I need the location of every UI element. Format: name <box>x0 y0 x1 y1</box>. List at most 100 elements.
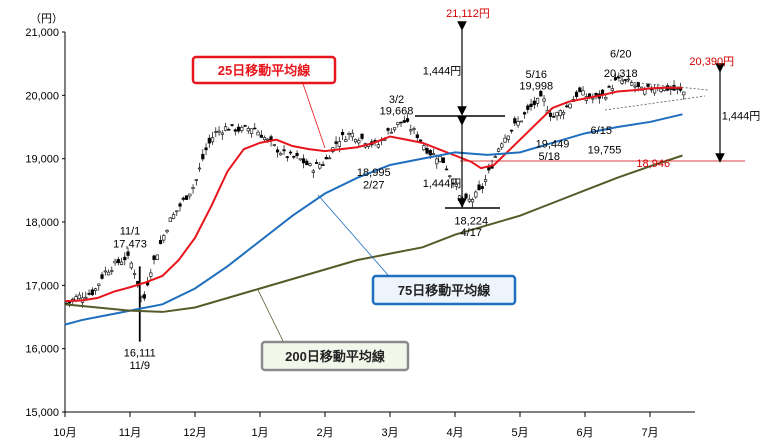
candle-body <box>305 160 309 166</box>
candle-body <box>292 155 296 158</box>
annotation-label: 11/1 <box>120 226 141 238</box>
candle-body <box>116 259 120 264</box>
candle-body <box>295 152 299 157</box>
candle-body <box>275 149 280 153</box>
candle-body <box>204 147 208 151</box>
x-tick-label: 4月 <box>446 427 463 439</box>
candle-body <box>188 193 192 197</box>
candle-body <box>132 273 137 275</box>
candle-body <box>321 164 325 166</box>
candle-body <box>207 137 211 144</box>
candle-body <box>126 251 130 256</box>
candle-body <box>142 294 146 299</box>
candle-body <box>594 92 598 96</box>
candle-body <box>438 156 442 162</box>
candle-body <box>399 121 403 124</box>
candle-body <box>389 131 393 134</box>
candle-body <box>392 127 397 131</box>
candle-body <box>548 112 553 117</box>
candle-body <box>633 85 637 88</box>
candle-body <box>448 175 452 178</box>
y-tick-label: 21,000 <box>25 27 59 39</box>
candle-body <box>376 144 380 148</box>
candle-body <box>682 91 686 96</box>
candle-body <box>425 148 429 154</box>
candle-body <box>266 138 270 141</box>
candle-body <box>574 91 579 97</box>
candle-body <box>487 167 491 171</box>
callout-line-25 <box>299 74 326 149</box>
candle-body <box>555 112 559 117</box>
candle-body <box>318 164 322 169</box>
series-line-0 <box>64 86 683 303</box>
series-line-2 <box>64 154 683 313</box>
candle-body <box>441 157 445 164</box>
candle-body <box>529 103 533 107</box>
candle-body <box>155 254 159 260</box>
annotation-label: 21,112円 <box>446 8 490 20</box>
candle-body <box>610 88 614 91</box>
candle-body <box>337 141 341 147</box>
candle-body <box>285 156 289 158</box>
annotation-label: 1,444円 <box>722 110 761 122</box>
candle-body <box>535 97 540 104</box>
candle-body <box>256 131 260 136</box>
legend-200: 200日移動平均線 <box>260 340 410 372</box>
candle-body <box>110 270 114 272</box>
candle-body <box>509 129 514 132</box>
candle-body <box>149 272 153 277</box>
annotation-label: 11/9 <box>129 360 150 372</box>
annotation-label: 18,224 <box>454 216 488 228</box>
candle-body <box>162 235 166 241</box>
candle-body <box>327 157 332 160</box>
candle-body <box>412 128 416 130</box>
candle-body <box>353 138 358 143</box>
annotation-label: 20,318 <box>604 68 638 80</box>
candle-body <box>129 262 133 269</box>
annotation-label: 5/16 <box>526 69 547 81</box>
candle-body <box>308 163 312 166</box>
candle-body <box>474 191 478 198</box>
candle-body <box>113 260 117 264</box>
candle-body <box>467 198 471 202</box>
annotation-label: 2/27 <box>363 179 384 191</box>
candle-body <box>519 120 523 123</box>
candle-body <box>158 240 163 244</box>
candle-body <box>152 255 156 260</box>
x-tick-label: 7月 <box>641 427 658 439</box>
x-tick-label: 10月 <box>53 427 76 439</box>
candle-body <box>272 144 276 146</box>
annotation-label: 19,668 <box>380 105 414 117</box>
candle-body <box>415 134 419 139</box>
annotation-label: 5/18 <box>539 151 560 163</box>
candle-body <box>480 186 484 189</box>
candle-body <box>428 150 432 156</box>
candle-body <box>431 153 436 155</box>
candle-body <box>496 148 501 152</box>
candle-body <box>240 127 244 131</box>
candle-body <box>607 86 611 88</box>
candle-body <box>422 145 426 151</box>
candle-body <box>623 79 627 81</box>
x-tick-label: 5月 <box>511 427 528 439</box>
candle-body <box>288 151 293 154</box>
x-tick-labels: 10月 11月 12月 1月 2月 3月 4月 5月 6月 7月 <box>53 412 659 439</box>
candle-body <box>396 122 400 125</box>
candle-body <box>227 129 231 131</box>
candle-body <box>526 105 530 110</box>
candle-body <box>630 82 634 86</box>
candle-body <box>97 283 101 286</box>
y-tick-label: 15,000 <box>25 407 59 419</box>
x-tick-label: 2月 <box>316 427 333 439</box>
candle-body <box>175 210 179 213</box>
candle-body <box>67 301 72 304</box>
candle-body <box>435 158 439 165</box>
annotation-label: 16,111 <box>124 347 156 359</box>
candle-body <box>282 149 286 152</box>
y-tick-label: 17,000 <box>25 280 59 292</box>
candle-body <box>344 139 348 142</box>
annotation-label: 6/15 <box>591 125 612 137</box>
candle-body <box>360 133 364 139</box>
candle-body <box>253 127 257 130</box>
